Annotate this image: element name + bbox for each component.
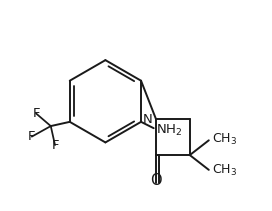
Text: CH$_3$: CH$_3$ (212, 163, 237, 179)
Text: NH$_2$: NH$_2$ (156, 123, 182, 138)
Text: F: F (32, 107, 40, 120)
Text: O: O (150, 173, 162, 188)
Text: F: F (28, 130, 36, 143)
Text: F: F (51, 139, 59, 151)
Text: CH$_3$: CH$_3$ (212, 132, 237, 147)
Text: N: N (143, 113, 152, 126)
